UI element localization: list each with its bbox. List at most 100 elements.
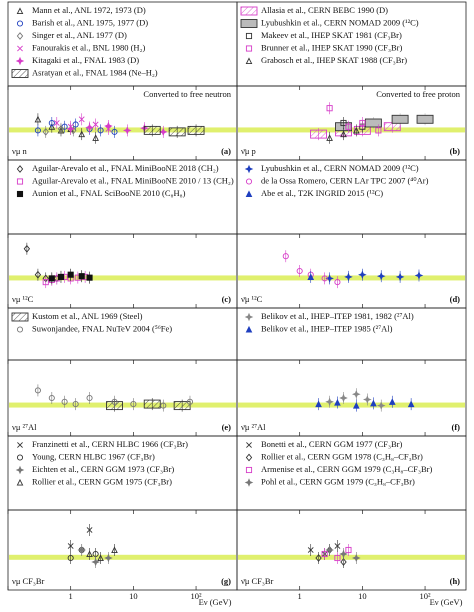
legend-label: Makeev et al., IHEP SKAT 1981 (CF₃Br): [261, 30, 402, 40]
legend-symbol: [15, 56, 25, 66]
data-point: [57, 125, 65, 133]
prediction-band: [9, 275, 236, 281]
data-point: [363, 395, 372, 404]
data-point: [352, 553, 361, 563]
x-tick-label: 10²: [191, 591, 203, 601]
legend-label: Rollier et al., CERN GGM 1975 (CF₃Br): [32, 476, 172, 486]
legend-label: Franzinetti et al., CERN HLBC 1966 (CF₃B…: [32, 439, 188, 449]
data-point: [53, 120, 60, 126]
legend-label: Suwonjandee, FNAL NuTeV 2004 (⁵⁶Fe): [32, 323, 172, 333]
panel-frame: [7, 359, 238, 437]
panel-note: Converted to free proton: [376, 89, 461, 99]
data-point: [344, 272, 353, 282]
data-point: [42, 279, 49, 286]
data-point: [315, 554, 322, 562]
data-point: [143, 399, 161, 409]
legend-symbol: [244, 478, 254, 487]
legend-symbol: [16, 7, 24, 15]
legend-symbol: [245, 325, 253, 333]
data-point: [325, 545, 334, 555]
data-point: [66, 124, 75, 134]
data-point: [143, 125, 161, 135]
data-point: [310, 129, 328, 139]
data-point: [339, 549, 348, 559]
data-point: [334, 398, 341, 406]
x-tick-label: 1: [298, 591, 302, 601]
data-point: [186, 398, 194, 405]
legend-label: Barish et al., ANL 1975, 1977 (D): [32, 17, 148, 27]
legend-label: Eichten et al., CERN GGM 1973 (CF₃Br): [32, 464, 174, 474]
legend-label: Belikov et al., IHEP–ITEP 1981, 1982 (²⁷…: [261, 311, 414, 321]
data-point: [282, 253, 289, 260]
data-point: [358, 270, 367, 279]
prediction-band: [9, 127, 236, 133]
data-point: [111, 546, 118, 554]
legend-symbol: [16, 478, 24, 486]
data-point: [321, 550, 328, 558]
data-point: [86, 527, 93, 533]
data-point: [315, 400, 322, 408]
data-point: [359, 119, 366, 127]
data-point: [383, 122, 401, 132]
legend-symbol: [245, 190, 253, 198]
legend-symbol: [16, 326, 24, 333]
data-point: [391, 114, 409, 124]
legend-label: Allasia et al., CERN BEBC 1990 (D): [261, 5, 388, 15]
data-point: [34, 387, 41, 394]
legend-label: Brunner et al., IHEP SKAT 1990 (CF₃Br): [261, 42, 402, 52]
legend-symbol: [245, 45, 253, 52]
x-tick-label: 10: [129, 591, 138, 601]
legend-label: Lyubushkin et al., CERN NOMAD 2009 (¹²C): [261, 17, 419, 27]
panel-note: Converted to free neutron: [143, 89, 231, 99]
data-point: [72, 401, 79, 408]
data-point: [326, 134, 333, 141]
panel-label: (b): [450, 146, 461, 156]
data-point: [340, 130, 347, 138]
data-point: [23, 244, 31, 253]
panel-label: (f): [452, 422, 461, 432]
data-point: [345, 123, 352, 130]
data-point: [34, 115, 42, 123]
data-point: [67, 543, 74, 549]
reaction-label: νμ n: [12, 146, 28, 156]
legend-symbol: [240, 6, 258, 16]
legend-label: Belikov et al., IHEP–ITEP 1985 (²⁷Al): [261, 323, 393, 333]
data-point: [352, 126, 360, 134]
data-point: [92, 121, 99, 128]
data-point: [67, 271, 74, 278]
legend-label: Mann et al., ANL 1972, 1973 (D): [32, 5, 146, 15]
data-point: [296, 267, 303, 275]
data-point: [34, 270, 42, 279]
data-point: [61, 398, 68, 405]
legend-label: Fanourakis et al., BNL 1980 (H₂): [32, 42, 146, 52]
legend-symbol: [245, 453, 253, 462]
data-point: [370, 399, 377, 407]
legend-symbol: [17, 442, 23, 448]
panel-label: (a): [221, 146, 231, 156]
legend-label: Young, CERN HLBC 1967 (CF₃Br): [32, 451, 155, 461]
data-point: [339, 393, 348, 403]
prediction-band: [9, 554, 236, 560]
legend-symbol: [15, 465, 25, 475]
legend-label: Lyubushkin et al., CERN NOMAD 2009 (¹²C): [261, 163, 419, 173]
panel-frame: [236, 359, 467, 437]
legend-symbol: [16, 20, 24, 27]
data-point: [325, 397, 334, 407]
data-point: [78, 130, 86, 138]
legend-symbol: [245, 57, 253, 65]
legend-symbol: [16, 32, 24, 40]
panel-frame: [236, 509, 467, 591]
data-point: [334, 279, 341, 286]
legend-label: Kustom et al., ANL 1969 (Steel): [32, 311, 143, 321]
data-point: [48, 123, 56, 130]
legend-label: Abe et al., T2K INGRID 2015 (¹²C): [261, 188, 383, 198]
data-point: [86, 274, 93, 281]
data-point: [48, 394, 55, 402]
legend-label: Grabosch et al., IHEP SKAT 1988 (CF₃Br): [261, 55, 407, 65]
data-point: [78, 116, 85, 123]
data-point: [67, 554, 74, 562]
data-point: [345, 546, 352, 554]
prediction-band: [238, 402, 465, 408]
reaction-label: ν̄μ ²⁷Al: [241, 422, 266, 432]
